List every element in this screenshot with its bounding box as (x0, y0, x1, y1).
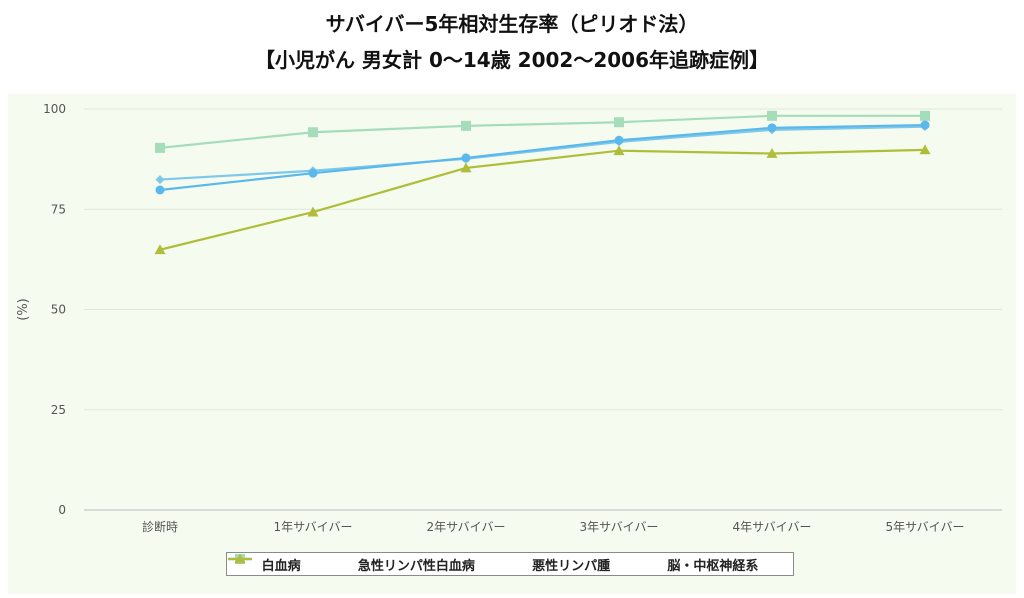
data-point (308, 168, 318, 178)
series-line (159, 148, 926, 251)
data-point (308, 127, 318, 138)
x-tick-label: 5年サバイバー (886, 520, 965, 534)
series-3 (154, 144, 931, 255)
series-0 (155, 120, 930, 195)
data-point (307, 206, 319, 217)
legend-item: 悪性リンパ腫 (228, 554, 611, 574)
data-point (155, 175, 165, 185)
plot-area-background (8, 94, 1016, 594)
legend-item: 脳・中枢神経系 (228, 553, 759, 574)
legend-swatch (228, 553, 252, 564)
legend-label: 脳・中枢神経系 (667, 558, 759, 574)
data-point (155, 185, 165, 195)
y-tick-label: 75 (51, 202, 66, 216)
data-point (920, 110, 930, 121)
data-point (461, 153, 471, 163)
legend-label: 白血病 (261, 558, 301, 574)
chart-subtitle: 【小児がん 男女計 0～14歳 2002～2006年追跡症例】 (255, 48, 769, 72)
data-point (614, 117, 624, 128)
legend-label: 急性リンパ性白血病 (357, 558, 475, 574)
data-point (919, 144, 931, 155)
legend-item: 白血病 (228, 554, 301, 574)
y-tick-label: 100 (43, 102, 66, 116)
y-axis-label: (%) (16, 298, 31, 321)
x-tick-label: 4年サバイバー (733, 520, 812, 534)
y-tick-label: 25 (51, 403, 66, 417)
data-point (767, 123, 777, 133)
legend-item: 急性リンパ性白血病 (228, 554, 475, 574)
data-point (155, 142, 165, 153)
axes: 0 25 50 75 100 診断時 1年サバイバー 2年サバイバー 3年サバイバー 4年サバイバ… (43, 102, 964, 534)
x-tick-label: 2年サバイバー (427, 520, 506, 534)
y-tick-label: 50 (51, 303, 66, 317)
legend-label: 悪性リンパ腫 (532, 558, 611, 574)
x-tick-label: 診断時 (142, 519, 178, 534)
data-point (766, 148, 778, 158)
data-point (154, 244, 166, 255)
data-point (460, 162, 472, 173)
data-point (920, 120, 930, 130)
x-tick-label: 3年サバイバー (580, 520, 659, 534)
series-line (159, 125, 926, 181)
y-tick-label: 0 (58, 503, 66, 517)
data-point (614, 135, 624, 145)
series-2 (155, 110, 930, 153)
data-point (461, 120, 471, 131)
legend-marker (234, 553, 246, 564)
chart-title: サバイバー5年相対生存率（ピリオド法） (325, 12, 699, 36)
legend: 白血病 急性リンパ性白血病 悪性リンパ腫 脳・中枢神経系 (226, 552, 794, 576)
data-point (613, 145, 625, 156)
gridlines (84, 108, 1002, 511)
series-lines (154, 110, 931, 255)
series-line (159, 123, 926, 192)
x-tick-label: 1年サバイバー (274, 520, 353, 534)
series-line (159, 114, 925, 149)
data-point (767, 110, 777, 121)
